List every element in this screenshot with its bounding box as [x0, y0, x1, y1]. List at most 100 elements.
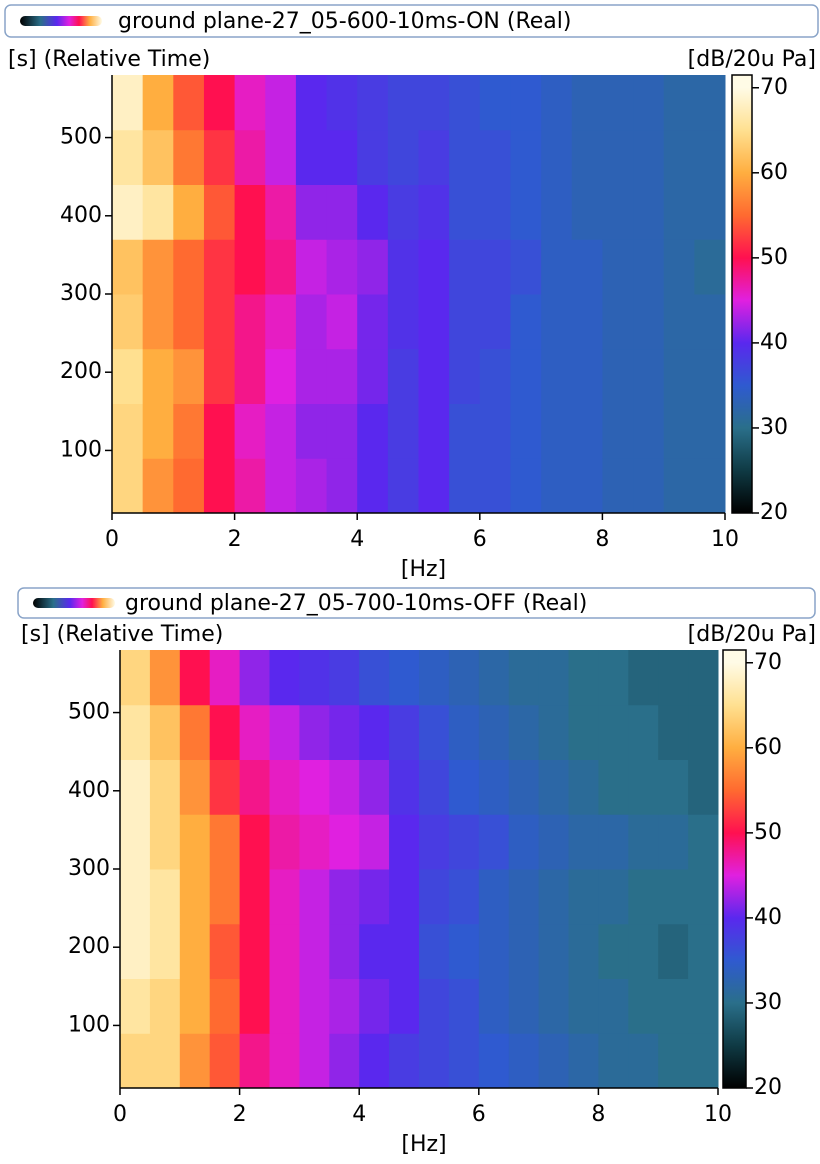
heat-cell — [329, 759, 360, 815]
heat-cell — [142, 403, 174, 459]
heat-cell — [387, 239, 419, 295]
legend-icon — [33, 598, 115, 608]
heat-cell — [329, 814, 360, 870]
heat-cell — [419, 650, 450, 706]
heat-cell — [295, 294, 328, 350]
heat-cell — [357, 239, 389, 295]
heat-cell — [538, 704, 569, 760]
heat-cell — [239, 704, 270, 760]
heat-cell — [418, 458, 450, 514]
x-tick-label: 8 — [595, 527, 609, 552]
colorbar-tick-label: 60 — [760, 160, 788, 185]
heat-cell — [449, 348, 481, 404]
heat-cell — [173, 184, 205, 240]
heat-cell — [357, 184, 389, 240]
heat-cell — [538, 869, 569, 925]
y-tick-label: 500 — [60, 125, 102, 150]
heat-cell — [149, 869, 181, 925]
heat-cell — [479, 184, 511, 240]
heat-cell — [538, 814, 569, 870]
heat-cell — [112, 75, 144, 131]
heat-cell — [112, 403, 144, 459]
heat-cell — [112, 294, 144, 350]
heat-cell — [448, 704, 480, 760]
heat-cell — [568, 759, 599, 815]
heat-cell — [419, 759, 450, 815]
heat-cell — [112, 458, 144, 514]
heat-cell — [239, 1033, 270, 1089]
heat-cell — [508, 650, 540, 706]
heat-cell — [658, 1033, 689, 1089]
heat-cell — [299, 814, 330, 870]
heat-cell — [418, 239, 450, 295]
heat-cell — [694, 75, 726, 131]
heat-cell — [478, 814, 510, 870]
heat-cell — [694, 403, 726, 459]
heat-cell — [419, 814, 450, 870]
heat-cell — [357, 348, 389, 404]
colorbar-tick-label: 30 — [760, 415, 788, 440]
heat-cell — [269, 650, 300, 706]
heat-cell — [479, 348, 511, 404]
x-tick-label: 0 — [113, 1102, 127, 1127]
heat-cell — [633, 294, 665, 350]
heat-cell — [120, 814, 151, 870]
heat-cell — [663, 75, 695, 131]
heat-cell — [239, 923, 270, 979]
heat-cell — [449, 294, 481, 350]
heat-cell — [598, 869, 629, 925]
heat-cell — [234, 348, 266, 404]
heat-cell — [295, 129, 328, 185]
heat-cell — [265, 348, 297, 404]
heat-cell — [120, 759, 151, 815]
heat-cell — [419, 1033, 450, 1089]
heat-cell — [568, 869, 599, 925]
heat-cell — [478, 869, 510, 925]
heat-cell — [234, 129, 266, 185]
heat-cell — [478, 759, 510, 815]
heat-cell — [179, 650, 211, 706]
heat-cell — [329, 1033, 360, 1089]
x-tick-label: 0 — [105, 527, 119, 552]
heat-cell — [209, 759, 241, 815]
heat-cell — [269, 814, 300, 870]
x-axis-label: [Hz] — [401, 557, 446, 582]
heat-cell — [541, 75, 573, 131]
heat-cell — [598, 814, 629, 870]
heat-cell — [265, 184, 297, 240]
heat-cell — [633, 458, 665, 514]
heat-cell — [359, 814, 390, 870]
heat-cell — [389, 814, 420, 870]
heat-cell — [419, 923, 450, 979]
heat-cell — [663, 129, 695, 185]
heat-cell — [510, 403, 542, 459]
heat-cell — [239, 759, 270, 815]
x-tick-label: 4 — [352, 1102, 366, 1127]
colorbar-label: [dB/20u Pa] — [688, 622, 816, 647]
heat-cell — [329, 704, 360, 760]
heat-cell — [209, 704, 241, 760]
heat-cell — [598, 759, 629, 815]
heat-cell — [269, 978, 300, 1034]
heat-cell — [418, 184, 450, 240]
heat-cell — [688, 759, 719, 815]
heat-cell — [418, 403, 450, 459]
heat-cell — [478, 978, 510, 1034]
heat-cell — [295, 184, 328, 240]
heat-cell — [389, 923, 420, 979]
heat-cell — [203, 294, 236, 350]
heat-cell — [418, 294, 450, 350]
heat-cell — [329, 869, 360, 925]
colorbar-tick-label: 70 — [760, 75, 788, 100]
heat-cell — [203, 129, 236, 185]
heat-cell — [142, 75, 174, 131]
heat-cell — [568, 978, 599, 1034]
heat-cell — [357, 75, 389, 131]
x-tick-label: 10 — [711, 527, 739, 552]
colorbar — [731, 74, 753, 514]
heat-cell — [541, 129, 573, 185]
heat-cell — [541, 458, 573, 514]
heat-cell — [142, 184, 174, 240]
y-tick-label: 200 — [68, 934, 110, 959]
